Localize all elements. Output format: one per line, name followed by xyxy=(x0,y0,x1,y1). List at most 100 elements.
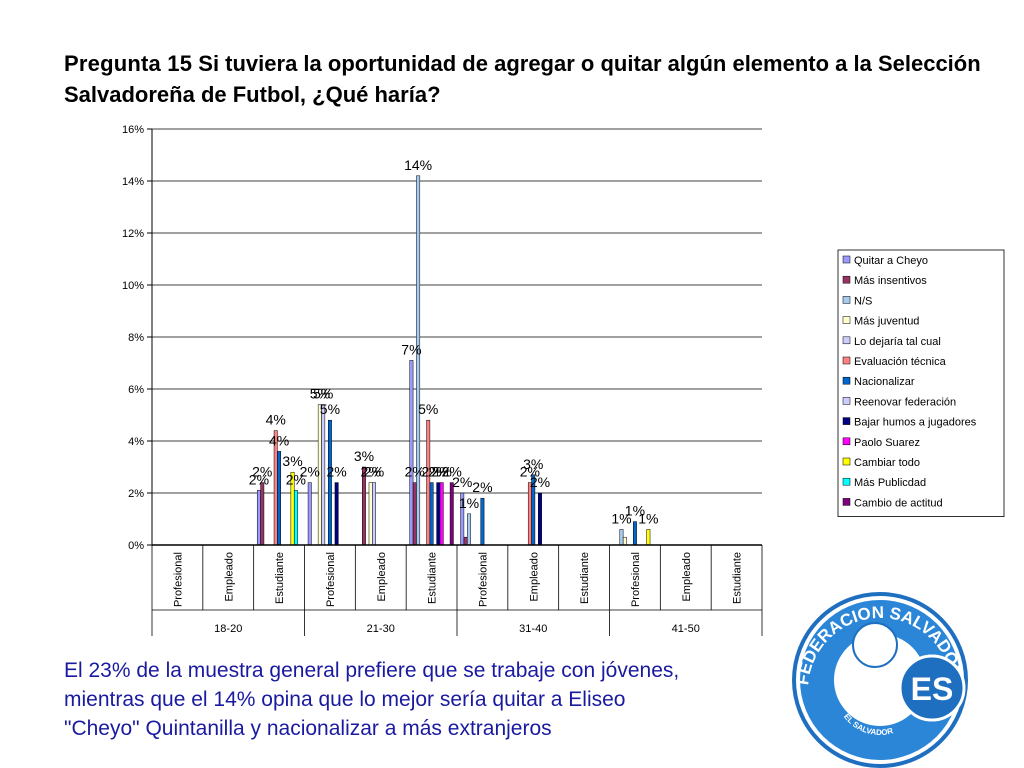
body-line: "Cheyo" Quintanilla y nacionalizar a más… xyxy=(64,717,552,740)
data-label: 2% xyxy=(286,471,306,487)
legend-label: Bajar humos a jugadores xyxy=(854,417,977,429)
data-label: 2% xyxy=(405,464,425,480)
y-tick-label: 0% xyxy=(128,540,144,552)
logo-ball xyxy=(852,622,898,668)
bar xyxy=(372,482,376,546)
bar xyxy=(334,482,339,546)
group-label: 21-30 xyxy=(367,623,395,635)
x-tick-label: Empleado xyxy=(681,552,693,602)
bar xyxy=(622,536,627,546)
x-tick-label: Estudiante xyxy=(274,552,286,604)
legend-swatch xyxy=(842,477,851,486)
x-tick-label: Empleado xyxy=(376,552,388,602)
legend-swatch xyxy=(842,356,851,365)
logo-badge xyxy=(898,654,966,722)
legend-swatch xyxy=(842,316,851,324)
legend-swatch xyxy=(842,397,851,405)
legend-swatch xyxy=(842,498,851,506)
bar xyxy=(436,482,441,546)
bar xyxy=(260,482,265,546)
data-label: 7% xyxy=(401,341,421,357)
data-label: 2% xyxy=(364,464,384,480)
legend-label: Nacionalizar xyxy=(854,376,915,388)
body-text: El 23% de la muestra general prefiere qu… xyxy=(64,656,824,743)
x-tick-label: Estudiante xyxy=(427,552,439,604)
data-label: 5% xyxy=(310,386,330,402)
legend-label: Evaluación técnica xyxy=(854,356,947,368)
bar xyxy=(426,419,431,546)
legend-swatch xyxy=(842,255,851,264)
bar xyxy=(293,490,298,546)
bar xyxy=(412,482,417,546)
bar xyxy=(409,360,414,546)
data-label: 2% xyxy=(472,479,492,495)
data-label: 1% xyxy=(459,495,479,511)
logo-mark: ES xyxy=(911,671,954,707)
data-label: 2% xyxy=(432,464,452,480)
bar xyxy=(416,175,421,546)
legend-label: Más Publicdad xyxy=(854,477,926,489)
legend-swatch xyxy=(842,457,851,466)
legend-swatch xyxy=(842,417,851,425)
x-tick-label: Empleado xyxy=(528,552,540,602)
y-tick-label: 4% xyxy=(128,436,144,448)
x-tick-label: Profesional xyxy=(172,552,184,607)
data-label: 3% xyxy=(354,448,374,464)
group-label: 41-50 xyxy=(672,623,700,635)
data-label: 1% xyxy=(638,510,658,526)
bar xyxy=(467,513,471,546)
data-label: 1% xyxy=(611,510,631,526)
legend-label: Quitar a Cheyo xyxy=(854,255,928,267)
y-tick-label: 2% xyxy=(128,488,144,500)
y-tick-label: 16% xyxy=(122,124,144,136)
body-line: El 23% de la muestra general prefiere qu… xyxy=(64,659,680,682)
bar xyxy=(307,482,312,546)
legend-swatch xyxy=(842,296,851,304)
bar xyxy=(449,482,454,546)
bar xyxy=(256,490,261,546)
bar xyxy=(368,482,373,546)
bar xyxy=(619,529,624,546)
x-tick-label: Estudiante xyxy=(579,552,591,604)
data-label: 2% xyxy=(327,464,347,480)
group-label: 31-40 xyxy=(519,623,547,635)
bar xyxy=(429,482,434,546)
bar xyxy=(646,529,651,546)
bar xyxy=(527,482,532,546)
x-tick-label: Profesional xyxy=(630,552,642,607)
data-label: 4% xyxy=(266,412,286,428)
data-label: 2% xyxy=(452,474,472,490)
data-label: 4% xyxy=(269,432,289,448)
data-label: 2% xyxy=(249,471,269,487)
legend-swatch xyxy=(842,275,851,284)
bar xyxy=(538,492,542,546)
legend-box xyxy=(837,249,1005,518)
data-label: 3% xyxy=(282,453,302,469)
legend-label: Más juventud xyxy=(854,316,919,328)
y-tick-label: 8% xyxy=(128,332,144,344)
y-tick-label: 6% xyxy=(128,384,144,396)
data-label: 5% xyxy=(418,401,438,417)
data-label: 2% xyxy=(428,464,448,480)
legend-label: Cambio de actitud xyxy=(854,497,943,509)
data-label: 2% xyxy=(442,464,462,480)
data-label: 5% xyxy=(313,386,333,402)
data-label: 3% xyxy=(523,456,543,472)
legend-label: N/S xyxy=(854,295,872,307)
title-question: Si tuviera la oportunidad de agregar o q… xyxy=(64,51,981,107)
legend-label: Cambiar todo xyxy=(854,457,920,469)
data-label: 2% xyxy=(300,464,320,480)
bar xyxy=(321,404,326,546)
group-label: 18-20 xyxy=(214,623,242,635)
data-label: 2% xyxy=(252,464,272,480)
data-label: 1% xyxy=(625,503,645,519)
bar xyxy=(277,451,282,546)
data-label: 2% xyxy=(520,464,540,480)
data-label: 14% xyxy=(404,157,432,173)
y-tick-label: 14% xyxy=(122,176,144,188)
bar xyxy=(439,482,444,546)
title-label: Pregunta 15 xyxy=(64,51,193,76)
bar xyxy=(463,536,468,546)
